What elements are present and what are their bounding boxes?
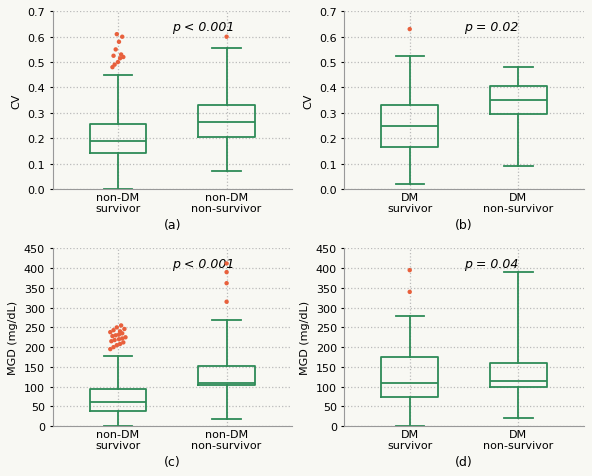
Point xyxy=(120,326,129,333)
Point xyxy=(121,334,130,341)
X-axis label: (a): (a) xyxy=(163,218,181,231)
Point xyxy=(112,31,121,39)
Point xyxy=(108,64,117,72)
Point xyxy=(115,55,125,63)
Point xyxy=(114,331,124,338)
Point xyxy=(111,332,120,339)
Point xyxy=(117,330,127,337)
Text: p < 0.001: p < 0.001 xyxy=(172,258,234,271)
Text: p < 0.001: p < 0.001 xyxy=(172,21,234,34)
Point xyxy=(222,260,231,268)
Point xyxy=(222,280,231,288)
Point xyxy=(114,39,124,47)
Point xyxy=(112,324,121,331)
Point xyxy=(118,339,128,347)
Point xyxy=(222,269,231,277)
Point xyxy=(109,344,118,351)
Point xyxy=(112,342,121,349)
Point xyxy=(405,26,414,34)
X-axis label: (c): (c) xyxy=(164,455,181,468)
Point xyxy=(105,328,115,336)
Point xyxy=(108,333,117,340)
Y-axis label: MGD (mg/dL): MGD (mg/dL) xyxy=(300,300,310,375)
Point xyxy=(117,322,126,329)
Point xyxy=(117,335,127,343)
Point xyxy=(405,267,414,274)
Y-axis label: MGD (mg/dL): MGD (mg/dL) xyxy=(8,300,18,375)
Text: p = 0.02: p = 0.02 xyxy=(464,21,519,34)
Point xyxy=(109,327,118,334)
Point xyxy=(109,53,118,60)
Point xyxy=(118,54,128,62)
Point xyxy=(117,34,127,41)
Text: p = 0.04: p = 0.04 xyxy=(464,258,519,271)
Y-axis label: CV: CV xyxy=(304,93,314,109)
Point xyxy=(222,298,231,306)
Point xyxy=(115,328,125,336)
Point xyxy=(117,51,126,59)
Point xyxy=(113,59,123,67)
Point xyxy=(405,288,414,296)
Point xyxy=(110,337,120,344)
Point xyxy=(111,47,120,54)
X-axis label: (b): (b) xyxy=(455,218,473,231)
Point xyxy=(222,34,231,41)
X-axis label: (d): (d) xyxy=(455,455,473,468)
Point xyxy=(105,346,115,353)
Point xyxy=(114,336,124,343)
Point xyxy=(110,62,120,69)
Point xyxy=(115,340,125,348)
Point xyxy=(107,337,116,345)
Y-axis label: CV: CV xyxy=(12,93,22,109)
